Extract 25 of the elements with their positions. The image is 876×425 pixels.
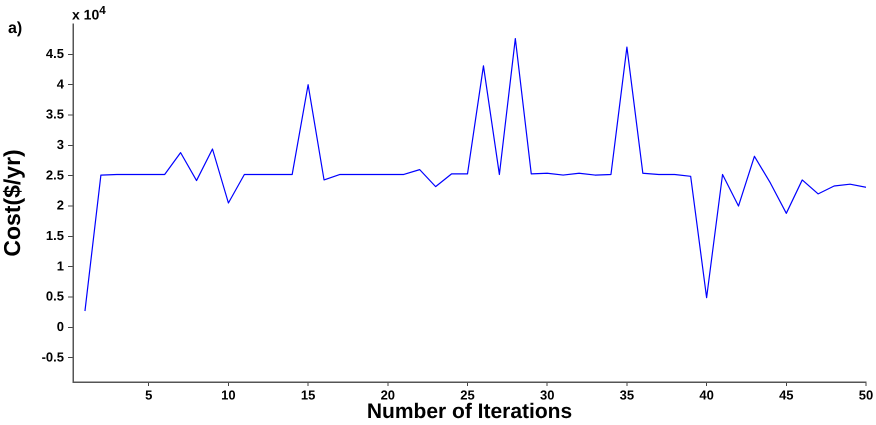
y-tick-label: 3 bbox=[56, 136, 64, 152]
x-axis-title: Number of Iterations bbox=[366, 400, 572, 424]
text: x 10$^{4}$ bbox=[72, 4, 106, 23]
x-tick-label: 20 bbox=[380, 387, 396, 402]
y-tick-label: 2 bbox=[56, 198, 64, 213]
y-axis-title: Cost($/yr) bbox=[0, 149, 26, 257]
y-tick-label: 1 bbox=[56, 258, 64, 274]
x-tick-label: 40 bbox=[699, 387, 714, 402]
x-tick-label: 45 bbox=[779, 387, 794, 402]
x-tick-label: 30 bbox=[540, 387, 554, 402]
x-tick-label: 25 bbox=[460, 387, 475, 402]
y-tick-label: 0.5 bbox=[46, 288, 64, 304]
x-tick-label: 35 bbox=[620, 387, 634, 402]
y-tick-label: 3.5 bbox=[46, 106, 64, 122]
y-tick-label: 2.5 bbox=[46, 167, 64, 182]
x-tick-label: 5 bbox=[145, 387, 152, 402]
x-tick-label: 10 bbox=[221, 387, 236, 402]
x-tick-label: 50 bbox=[858, 387, 874, 402]
y-tick-label: 4.5 bbox=[46, 46, 64, 61]
y-tick-label: 0 bbox=[56, 318, 64, 334]
text: a) bbox=[8, 20, 22, 38]
y-tick-label: -0.5 bbox=[42, 349, 64, 364]
x-tick-label: 15 bbox=[300, 387, 316, 402]
y-tick-label: 1.5 bbox=[46, 228, 64, 243]
y-tick-label: 4 bbox=[56, 76, 65, 92]
